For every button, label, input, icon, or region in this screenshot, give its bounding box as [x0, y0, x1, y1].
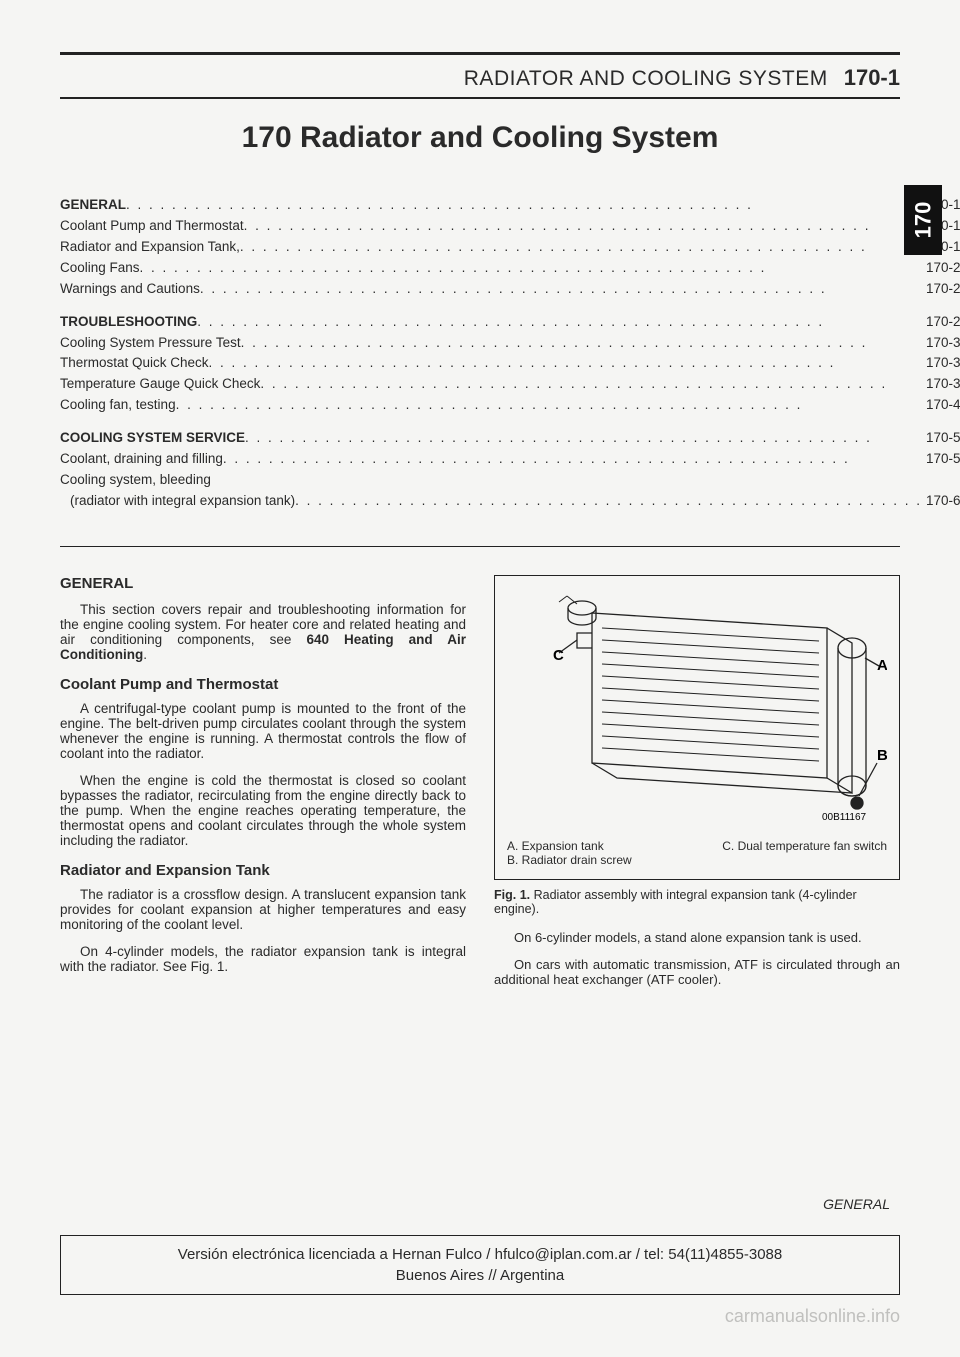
- toc-entry-label: Cooling System Pressure Test: [60, 333, 241, 354]
- toc-entry: Warnings and Cautions 170-2: [60, 279, 960, 300]
- toc-entry-label: GENERAL: [60, 195, 126, 216]
- toc-entry: Temperature Gauge Quick Check 170-3: [60, 374, 960, 395]
- running-header: RADIATOR AND COOLING SYSTEM 170-1: [60, 65, 900, 99]
- toc-leader-dots: [223, 449, 922, 470]
- toc-left-column: GENERAL170-1Coolant Pump and Thermostat1…: [60, 195, 960, 524]
- subheading-radiator-expansion: Radiator and Expansion Tank: [60, 862, 466, 879]
- fig-label-a: A: [877, 657, 887, 674]
- toc-entry-label: Radiator and Expansion Tank,: [60, 237, 240, 258]
- toc-entry-label: Cooling system, bleeding: [60, 470, 211, 491]
- watermark: carmanualsonline.info: [725, 1306, 900, 1327]
- figure-caption-text: Radiator assembly with integral expansio…: [494, 888, 857, 916]
- toc-entry: Coolant, draining and filling 170-5: [60, 449, 960, 470]
- toc-entry: TROUBLESHOOTING 170-2: [60, 312, 960, 333]
- toc-leader-dots: [295, 491, 922, 512]
- toc-entry: COOLING SYSTEM SERVICE 170-5: [60, 428, 960, 449]
- paragraph: A centrifugal-type coolant pump is mount…: [60, 701, 466, 761]
- toc-leader-dots: [244, 216, 922, 237]
- chapter-title: 170 Radiator and Cooling System: [60, 121, 900, 155]
- toc-leader-dots: [126, 195, 922, 216]
- figure-caption: Fig. 1. Radiator assembly with integral …: [494, 888, 900, 916]
- toc-entry-page: 170-3: [922, 333, 960, 354]
- body-right-column: C A B 00B11167 A. Expansion tank B. Radi…: [494, 575, 900, 999]
- license-line-2: Buenos Aires // Argentina: [73, 1265, 887, 1286]
- paragraph: On 6-cylinder models, a stand alone expa…: [494, 930, 900, 945]
- toc-leader-dots: [140, 258, 922, 279]
- paragraph: This section covers repair and troublesh…: [60, 602, 466, 662]
- toc-entry: Coolant Pump and Thermostat170-1: [60, 216, 960, 237]
- toc-entry-page: 170-6: [922, 491, 960, 512]
- toc-entry: Cooling system, bleeding: [60, 470, 960, 491]
- license-line-1: Versión electrónica licenciada a Hernan …: [73, 1244, 887, 1265]
- figure-box: C A B 00B11167 A. Expansion tank B. Radi…: [494, 575, 900, 880]
- toc-entry-label: COOLING SYSTEM SERVICE: [60, 428, 245, 449]
- footer-section-label: GENERAL: [823, 1196, 890, 1212]
- toc-entry-page: 170-2: [922, 312, 960, 333]
- paragraph: On cars with automatic transmission, ATF…: [494, 957, 900, 987]
- toc-entry: Thermostat Quick Check 170-3: [60, 353, 960, 374]
- toc-entry-label: Coolant, draining and filling: [60, 449, 223, 470]
- toc-leader-dots: [209, 353, 922, 374]
- section-heading-general: GENERAL: [60, 575, 466, 592]
- toc-leader-dots: [241, 333, 922, 354]
- fig-label-b: B: [877, 747, 887, 764]
- toc-leader-dots: [260, 374, 922, 395]
- subheading-coolant-pump: Coolant Pump and Thermostat: [60, 676, 466, 693]
- toc-entry-label: (radiator with integral expansion tank): [70, 491, 295, 512]
- body-columns: GENERAL This section covers repair and t…: [60, 575, 900, 999]
- table-of-contents: GENERAL170-1Coolant Pump and Thermostat1…: [60, 195, 900, 547]
- top-rule: [60, 52, 900, 55]
- toc-entry-page: 170-2: [922, 279, 960, 300]
- figure-caption-bold: Fig. 1.: [494, 888, 530, 902]
- figure-legend: A. Expansion tank B. Radiator drain scre…: [507, 839, 887, 867]
- toc-entry-page: 170-2: [922, 258, 960, 279]
- toc-group: GENERAL170-1Coolant Pump and Thermostat1…: [60, 195, 960, 300]
- legend-a: A. Expansion tank: [507, 839, 632, 853]
- toc-entry: Cooling Fans 170-2: [60, 258, 960, 279]
- toc-group: COOLING SYSTEM SERVICE170-5Coolant, drai…: [60, 428, 960, 512]
- toc-entry-page: 170-3: [922, 374, 960, 395]
- toc-entry-label: Thermostat Quick Check: [60, 353, 209, 374]
- toc-entry-label: Coolant Pump and Thermostat: [60, 216, 244, 237]
- side-tab: 170: [904, 185, 942, 255]
- toc-entry-page: 170-3: [922, 353, 960, 374]
- paragraph: When the engine is cold the thermostat i…: [60, 773, 466, 848]
- toc-entry: Cooling System Pressure Test 170-3: [60, 333, 960, 354]
- toc-entry-page: 170-4: [922, 395, 960, 416]
- license-box: Versión electrónica licenciada a Hernan …: [60, 1235, 900, 1295]
- toc-entry-page: 170-5: [922, 428, 960, 449]
- header-title: RADIATOR AND COOLING SYSTEM: [464, 67, 828, 91]
- side-tab-label: 170: [910, 202, 936, 239]
- paragraph: The radiator is a crossflow design. A tr…: [60, 887, 466, 932]
- page: RADIATOR AND COOLING SYSTEM 170-1 170 Ra…: [0, 0, 960, 1357]
- toc-leader-dots: [176, 395, 922, 416]
- radiator-illustration: C A B 00B11167: [507, 588, 887, 828]
- toc-entry-page: 170-5: [922, 449, 960, 470]
- toc-entry-label: Cooling Fans: [60, 258, 140, 279]
- toc-leader-dots: [197, 312, 922, 333]
- toc-entry-label: Warnings and Cautions: [60, 279, 200, 300]
- paragraph: On 4-cylinder models, the radiator expan…: [60, 944, 466, 974]
- toc-leader-dots: [200, 279, 922, 300]
- toc-entry-label: TROUBLESHOOTING: [60, 312, 197, 333]
- toc-entry: GENERAL170-1: [60, 195, 960, 216]
- toc-group: TROUBLESHOOTING170-2Cooling System Press…: [60, 312, 960, 417]
- legend-b: B. Radiator drain screw: [507, 853, 632, 867]
- header-page-number: 170-1: [844, 65, 900, 91]
- toc-entry-label: Cooling fan, testing: [60, 395, 176, 416]
- toc-entry: Cooling fan, testing 170-4: [60, 395, 960, 416]
- fig-id: 00B11167: [822, 812, 867, 823]
- legend-c: C. Dual temperature fan switch: [722, 839, 887, 867]
- toc-entry-label: Temperature Gauge Quick Check: [60, 374, 260, 395]
- fig-label-c: C: [553, 647, 564, 664]
- toc-entry: (radiator with integral expansion tank) 1…: [60, 491, 960, 512]
- toc-leader-dots: [245, 428, 922, 449]
- toc-entry: Radiator and Expansion Tank,170-1: [60, 237, 960, 258]
- body-left-column: GENERAL This section covers repair and t…: [60, 575, 466, 999]
- toc-leader-dots: [240, 237, 922, 258]
